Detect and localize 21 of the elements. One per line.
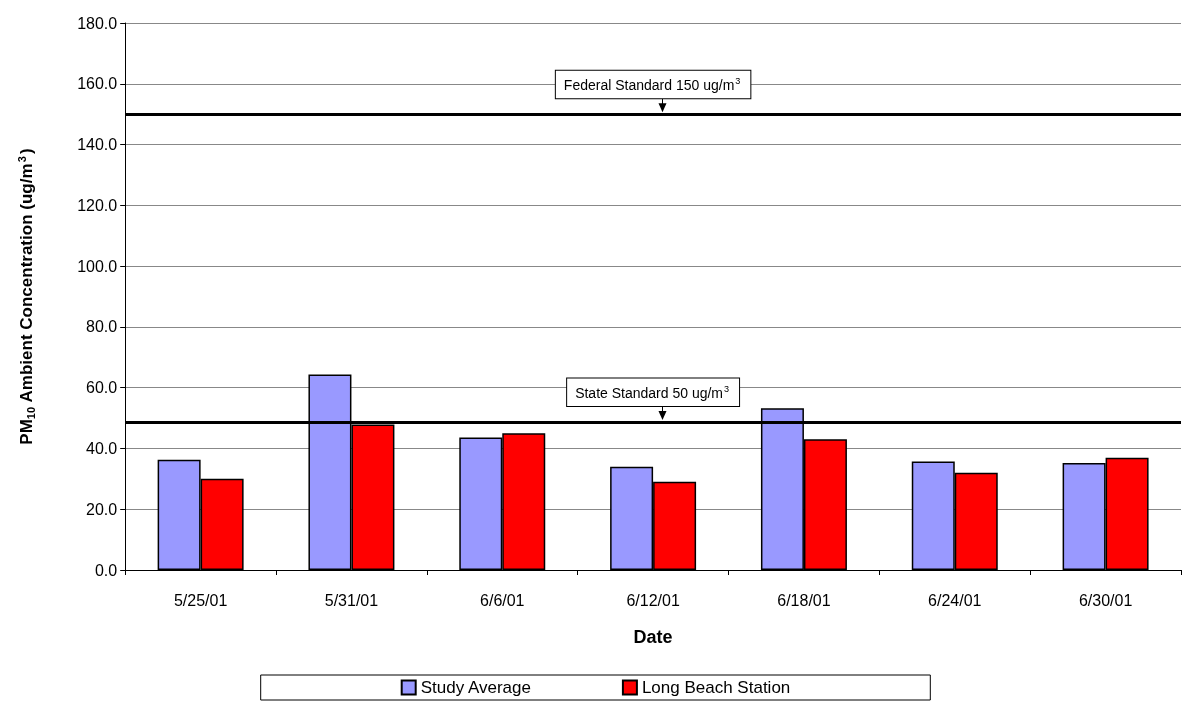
y-tick-label: 80.0 [86, 318, 118, 336]
x-axis-title: Date [633, 627, 673, 647]
y-tick-label: 120.0 [77, 196, 118, 214]
x-tick-label: 5/31/01 [324, 591, 379, 609]
y-tick-label: 60.0 [86, 379, 118, 397]
legend-label: Study Average [420, 678, 531, 697]
y-tick-label: 40.0 [86, 439, 118, 457]
y-axis-title: PM10 Ambient Concentration (ug/m3) [15, 148, 37, 445]
y-tick-label: 100.0 [77, 257, 118, 275]
legend-label: Long Beach Station [641, 678, 791, 697]
x-tick-label: 6/18/01 [777, 591, 831, 609]
y-tick-label: 20.0 [86, 500, 118, 518]
x-tick-label: 6/24/01 [928, 591, 982, 609]
y-tick-label: 0.0 [94, 561, 118, 579]
y-tick-label: 180.0 [77, 14, 118, 32]
x-tick-label: 5/25/01 [173, 591, 228, 609]
x-tick-label: 6/12/01 [626, 591, 680, 609]
x-tick-label: 6/30/01 [1078, 591, 1133, 609]
y-tick-label: 140.0 [77, 136, 118, 154]
y-tick-label: 160.0 [77, 75, 118, 93]
x-tick-label: 6/6/01 [480, 591, 525, 609]
